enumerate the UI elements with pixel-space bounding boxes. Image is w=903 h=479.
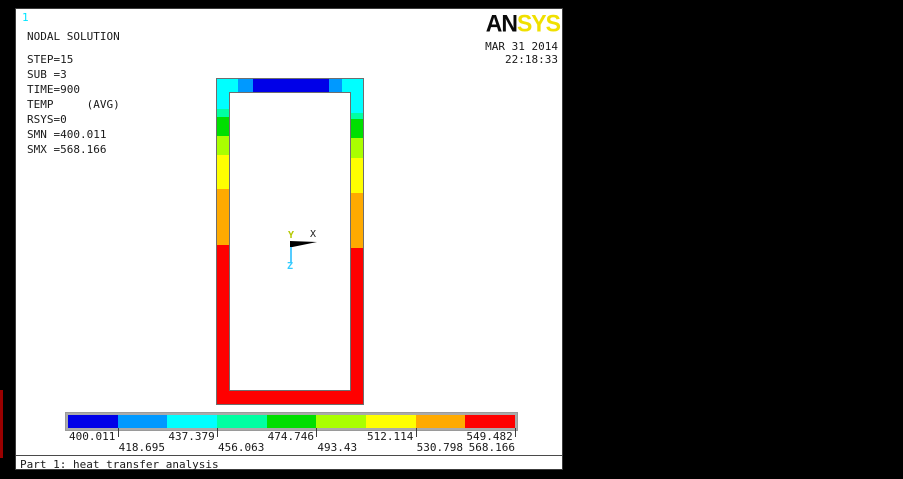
legend-value-label: 493.43 — [317, 441, 358, 454]
legend-value-label: 512.114 — [367, 430, 414, 443]
contour-band-left-5 — [217, 189, 230, 245]
plot-number: 1 — [22, 11, 29, 24]
legend-value-label: 437.379 — [168, 430, 215, 443]
legend-segment-0 — [68, 415, 118, 428]
contour-band-right-2 — [350, 119, 363, 138]
legend-segment-7 — [415, 415, 466, 428]
contour-band-right-4 — [350, 158, 363, 193]
legend-segment-6 — [366, 415, 416, 428]
graphics-window: 1 NODAL SOLUTION STEP=15 SUB =3 TIME=900… — [15, 8, 563, 471]
legend-value-label: 456.063 — [218, 441, 265, 454]
model-top-wall — [217, 79, 363, 93]
legend-color-bar — [66, 413, 517, 430]
contour-band-left-2 — [217, 117, 230, 136]
legend-value-label: 400.011 — [69, 430, 116, 443]
model-bottom-wall — [217, 390, 363, 404]
triad-x-label: X — [310, 229, 317, 240]
contour-band-right-5 — [350, 193, 363, 248]
legend-segment-8 — [465, 415, 516, 428]
contour-band-top-0 — [217, 79, 238, 93]
footer-caption: Part 1: heat transfer analysis — [20, 458, 219, 471]
contour-band-left-3 — [217, 136, 230, 155]
legend-tick-9 — [515, 428, 516, 437]
contour-band-top-2 — [253, 79, 329, 93]
legend-segment-3 — [217, 415, 267, 428]
contour-band-top-1 — [238, 79, 253, 93]
legend-value-label: 418.695 — [118, 441, 166, 454]
legend-tick-7 — [415, 428, 417, 437]
legend-value-label-max: 568.166 — [468, 441, 515, 454]
contour-band-left-6 — [217, 245, 230, 404]
ansys-logo-sys: SYS — [516, 9, 561, 37]
legend-value-label: 474.746 — [267, 430, 315, 443]
legend-tick-3 — [217, 428, 218, 437]
contour-band-top-4 — [342, 79, 363, 93]
contour-band-right-6 — [350, 248, 363, 404]
legend-value-label: 549.482 — [466, 430, 513, 443]
footer-separator — [16, 455, 562, 456]
model-right-wall — [350, 79, 363, 404]
legend-value-label: 530.798 — [416, 441, 464, 454]
legend-tick-5 — [316, 428, 318, 437]
triad-z-label: Z — [287, 261, 294, 272]
contour-band-left-4 — [217, 155, 230, 189]
contour-band-left-1 — [217, 109, 230, 117]
time-text: 22:18:33 — [505, 53, 558, 66]
solution-details: STEP=15 SUB =3 TIME=900 TEMP (AVG) RSYS=… — [27, 53, 120, 156]
left-edge-artifact — [0, 390, 3, 458]
legend-segment-4 — [266, 415, 317, 428]
contour-band-top-3 — [329, 79, 342, 93]
legend-tick-1 — [117, 428, 119, 437]
contour-band-right-1 — [350, 113, 363, 119]
solution-title: NODAL SOLUTION — [27, 30, 120, 43]
legend-segment-1 — [117, 415, 168, 428]
ansys-logo: ANSYS — [485, 9, 561, 37]
legend-segment-5 — [316, 415, 367, 428]
triad-y-label: Y — [288, 230, 295, 241]
triad-z-axis-line — [290, 247, 292, 263]
contour-band-right-3 — [350, 138, 363, 158]
date-text: MAR 31 2014 — [485, 40, 558, 53]
datetime-block: MAR 31 2014 22:18:33 — [485, 40, 558, 66]
legend-segment-2 — [167, 415, 218, 428]
ansys-logo-an: AN — [485, 9, 518, 37]
triad-x-arrow-icon — [290, 241, 317, 248]
